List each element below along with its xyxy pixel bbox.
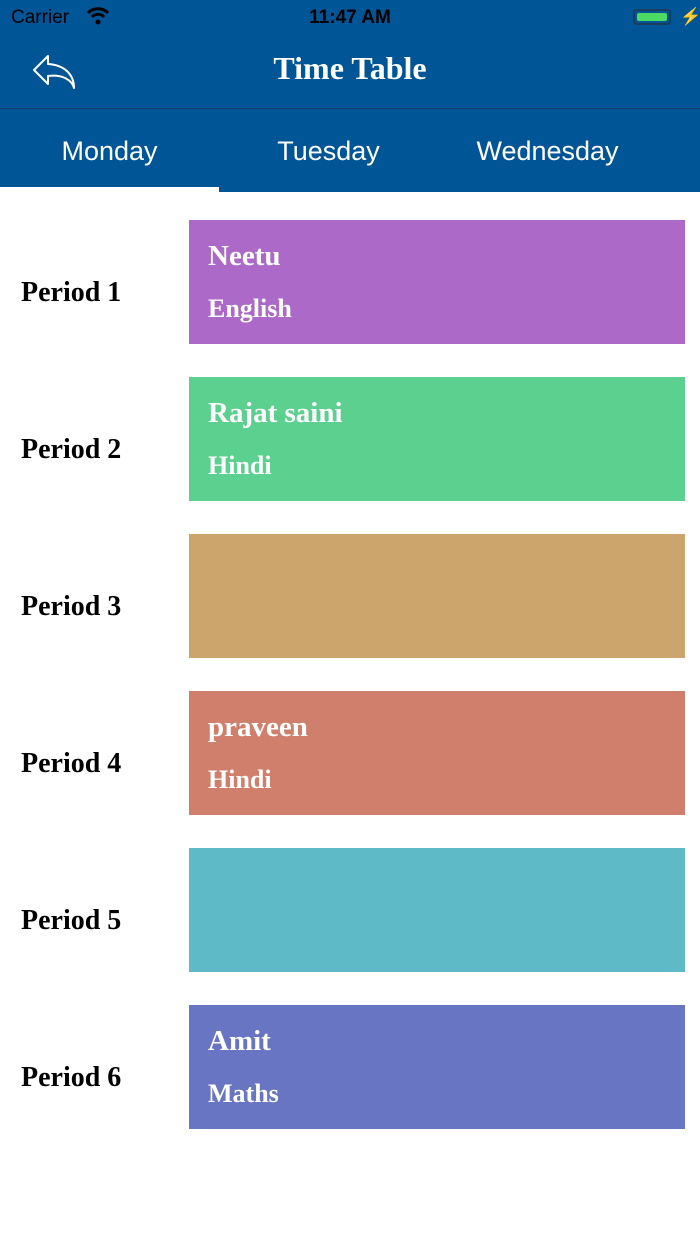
period-card[interactable]: Neetu English [189,220,685,344]
period-label: Period 6 [21,1062,122,1093]
tab-tuesday[interactable]: Tuesday [277,136,380,166]
teacher-name: Rajat saini [208,397,343,429]
period-card[interactable] [189,534,685,658]
wifi-icon [86,7,110,25]
period-row: Period 4 praveen Hindi [0,691,700,815]
subject-name: English [208,294,292,323]
period-row: Period 2 Rajat saini Hindi [0,377,700,501]
subject-name: Hindi [208,765,272,794]
tab-wednesday[interactable]: Wednesday [476,136,619,166]
app-header: Carrier 11:47 AM ⚡ Time Table Monday Tue… [0,0,700,192]
period-card[interactable] [189,848,685,972]
teacher-name: praveen [208,711,308,743]
tab-monday[interactable]: Monday [0,109,219,192]
battery-icon [633,9,671,25]
period-row: Period 3 [0,534,700,658]
nav-bar: Time Table [0,36,700,109]
period-label: Period 3 [21,591,122,622]
page-title: Time Table [273,50,427,86]
clock: 11:47 AM [309,7,391,28]
charging-icon: ⚡ [680,7,700,26]
period-card[interactable]: Amit Maths [189,1005,685,1129]
period-row: Period 6 Amit Maths [0,1005,700,1129]
period-label: Period 2 [21,434,122,465]
teacher-name: Amit [208,1025,271,1057]
subject-name: Maths [208,1079,279,1108]
carrier-label: Carrier [11,7,70,28]
subject-name: Hindi [208,451,272,480]
period-row: Period 5 [0,848,700,972]
period-label: Period 5 [21,905,122,936]
status-bar: Carrier 11:47 AM ⚡ [0,0,700,36]
period-row: Period 1 Neetu English [0,220,700,344]
reply-arrow-icon[interactable] [30,52,80,92]
period-label: Period 4 [21,748,122,779]
teacher-name: Neetu [208,240,281,272]
period-card[interactable]: praveen Hindi [189,691,685,815]
day-tabs: Monday Tuesday Wednesday [0,109,700,192]
period-label: Period 1 [21,277,122,308]
period-card[interactable]: Rajat saini Hindi [189,377,685,501]
